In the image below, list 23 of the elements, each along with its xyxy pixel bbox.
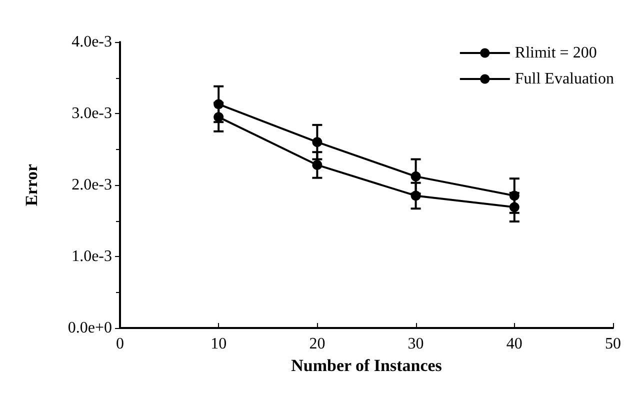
legend-label: Rlimit = 200 [514,44,597,62]
y-axis-title: Error [22,163,41,206]
point [410,171,421,182]
point [312,160,322,170]
x-tick-label: 20 [309,336,326,352]
point [509,202,520,212]
y-tick-label: 3.0e-3 [72,105,112,122]
point [312,137,322,148]
x-axis-title: Number of Instances [291,356,442,375]
y-tick-label: 0.0e+0 [68,320,112,336]
y-tick-label: 1.0e-3 [72,248,112,265]
x-tick-label: 10 [210,336,227,352]
x-tick-label: 0 [116,336,124,352]
point [410,190,421,201]
legend-label: Full Evaluation [514,70,614,88]
x-tick-label: 30 [408,336,424,352]
point [509,190,520,201]
x-tick-label: 50 [605,336,621,352]
y-tick-label: 4.0e-3 [72,34,112,50]
x-tick-label: 40 [506,336,522,352]
point [214,112,224,122]
point [214,99,224,110]
y-tick-label: 2.0e-3 [72,176,112,194]
